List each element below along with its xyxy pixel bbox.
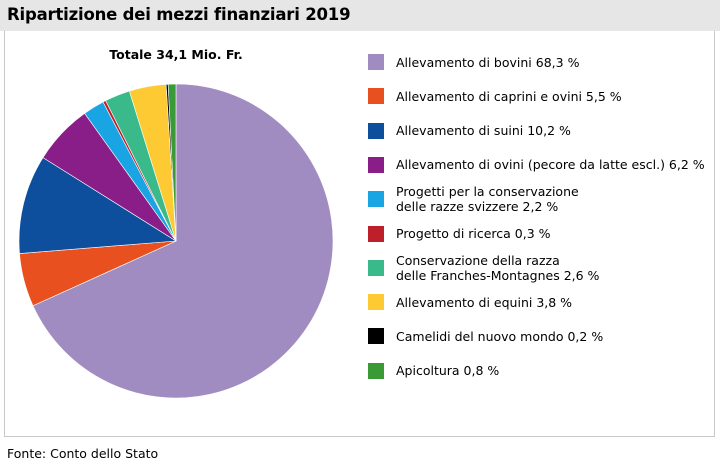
pie-slice-0: [32, 83, 334, 399]
chart-header: Ripartizione dei mezzi finanziari 2019: [0, 0, 720, 31]
pie-chart: [18, 83, 334, 399]
pie-slice-2: [18, 157, 177, 254]
pie-slice-9: [167, 83, 177, 242]
pie-total-label: Totale 34,1 Mio. Fr.: [109, 47, 243, 62]
chart-title: Ripartizione dei mezzi finanziari 2019: [7, 5, 351, 24]
source-note: Fonte: Conto dello Stato: [7, 446, 159, 461]
